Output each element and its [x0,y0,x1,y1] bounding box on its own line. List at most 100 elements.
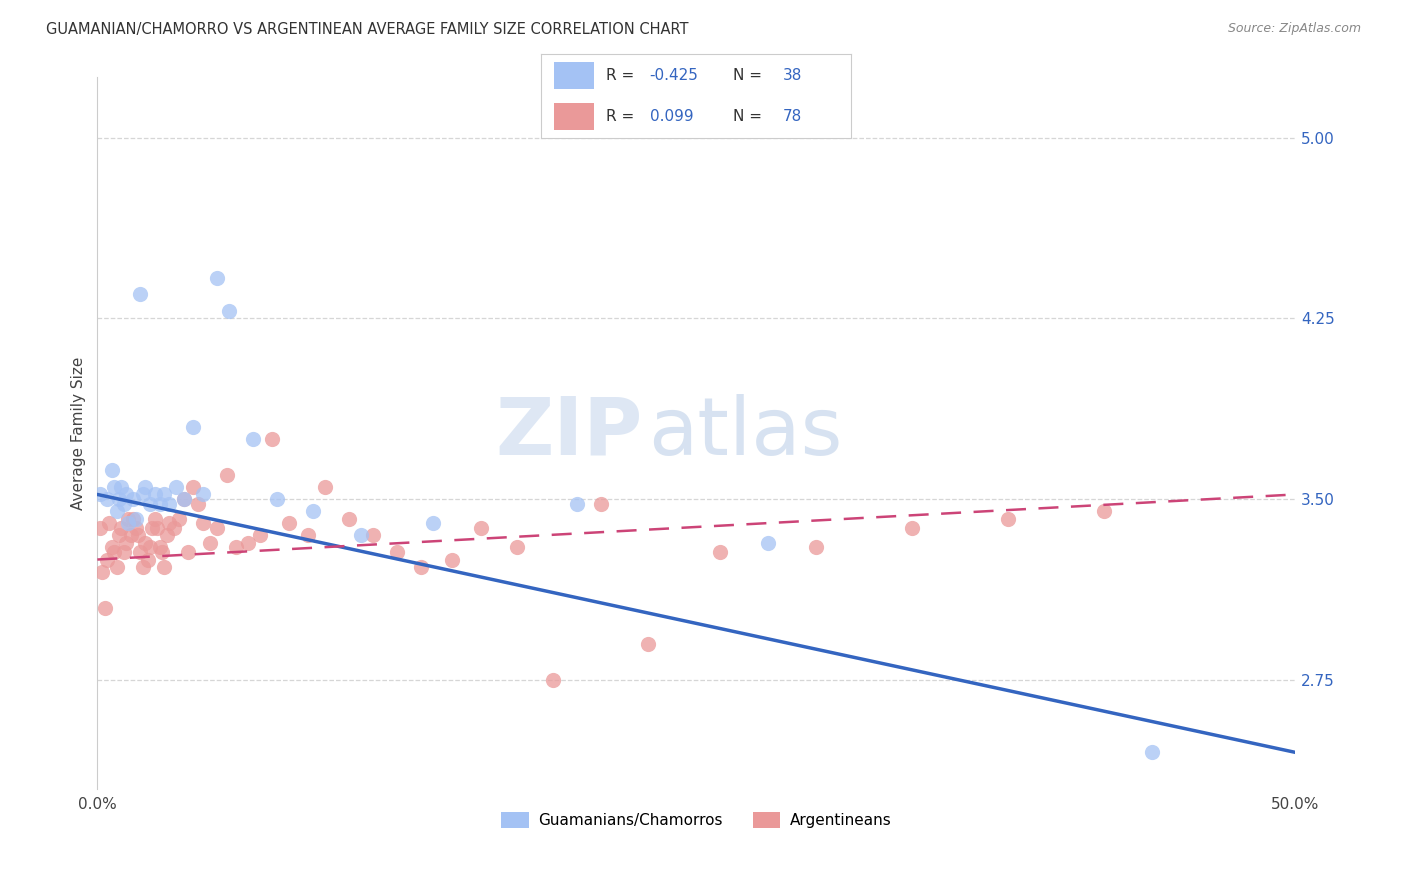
Point [215,468,238,483]
Text: ZIP: ZIP [495,394,643,472]
Point [115,487,138,501]
Point [149,497,172,511]
Point [136,552,159,566]
Point [541,673,564,687]
Point [141,521,163,535]
Point [804,541,827,555]
Point [125,511,148,525]
Point [149,541,172,555]
Point [337,511,360,525]
Point [218,304,240,318]
Point [167,511,190,525]
Point [565,497,588,511]
Point [105,559,128,574]
Point [709,545,731,559]
Point [129,287,152,301]
Point [110,521,132,535]
Point [156,528,179,542]
Point [242,432,264,446]
Point [120,528,142,542]
Point [181,420,204,434]
Point [165,480,187,494]
Point [157,497,180,511]
Point [181,480,204,494]
Point [409,559,432,574]
Point [266,492,288,507]
Text: N =: N = [733,109,762,124]
Point [385,545,408,559]
Point [115,535,138,549]
Point [93,600,115,615]
Point [89,521,111,535]
Point [505,541,527,555]
Point [105,504,128,518]
Point [191,516,214,531]
Point [122,492,145,507]
Point [100,463,122,477]
Point [637,637,659,651]
Point [103,480,125,494]
Point [108,492,131,507]
Point [157,516,180,531]
Point [132,487,155,501]
Point [98,516,121,531]
Point [108,528,131,542]
Legend: Guamanians/Chamorros, Argentineans: Guamanians/Chamorros, Argentineans [495,806,897,834]
Point [350,528,373,542]
Point [314,480,336,494]
Point [143,487,166,501]
Point [187,497,209,511]
Point [163,521,186,535]
Point [225,541,247,555]
Point [127,528,149,542]
Bar [554,62,593,89]
Text: GUAMANIAN/CHAMORRO VS ARGENTINEAN AVERAGE FAMILY SIZE CORRELATION CHART: GUAMANIAN/CHAMORRO VS ARGENTINEAN AVERAG… [46,22,689,37]
Point [112,545,135,559]
Point [278,516,301,531]
Point [1092,504,1115,518]
Point [173,492,195,507]
Point [134,535,156,549]
Text: 0.099: 0.099 [650,109,693,124]
Text: -0.425: -0.425 [650,68,699,83]
Text: R =: R = [606,109,634,124]
Point [143,511,166,525]
Bar [554,103,593,130]
Point [153,487,176,501]
Point [205,270,228,285]
Point [122,511,145,525]
Point [134,480,156,494]
Point [756,535,779,549]
Point [440,552,463,566]
Point [117,511,139,525]
Point [249,528,271,542]
Point [238,535,260,549]
Point [139,541,162,555]
Text: 38: 38 [783,68,801,83]
Text: 78: 78 [783,109,801,124]
Point [173,492,195,507]
Point [302,504,325,518]
Point [89,487,111,501]
Point [198,535,221,549]
Point [139,497,162,511]
Point [589,497,612,511]
Point [103,545,125,559]
Point [901,521,924,535]
Point [150,545,173,559]
Point [91,565,114,579]
Point [132,559,155,574]
Point [129,545,152,559]
Text: N =: N = [733,68,762,83]
Point [117,516,139,531]
Point [100,541,122,555]
Point [112,497,135,511]
Point [96,552,118,566]
Point [470,521,492,535]
Point [125,521,148,535]
Text: atlas: atlas [648,394,842,472]
Point [297,528,319,542]
Point [191,487,214,501]
Point [422,516,444,531]
Point [1140,745,1163,759]
